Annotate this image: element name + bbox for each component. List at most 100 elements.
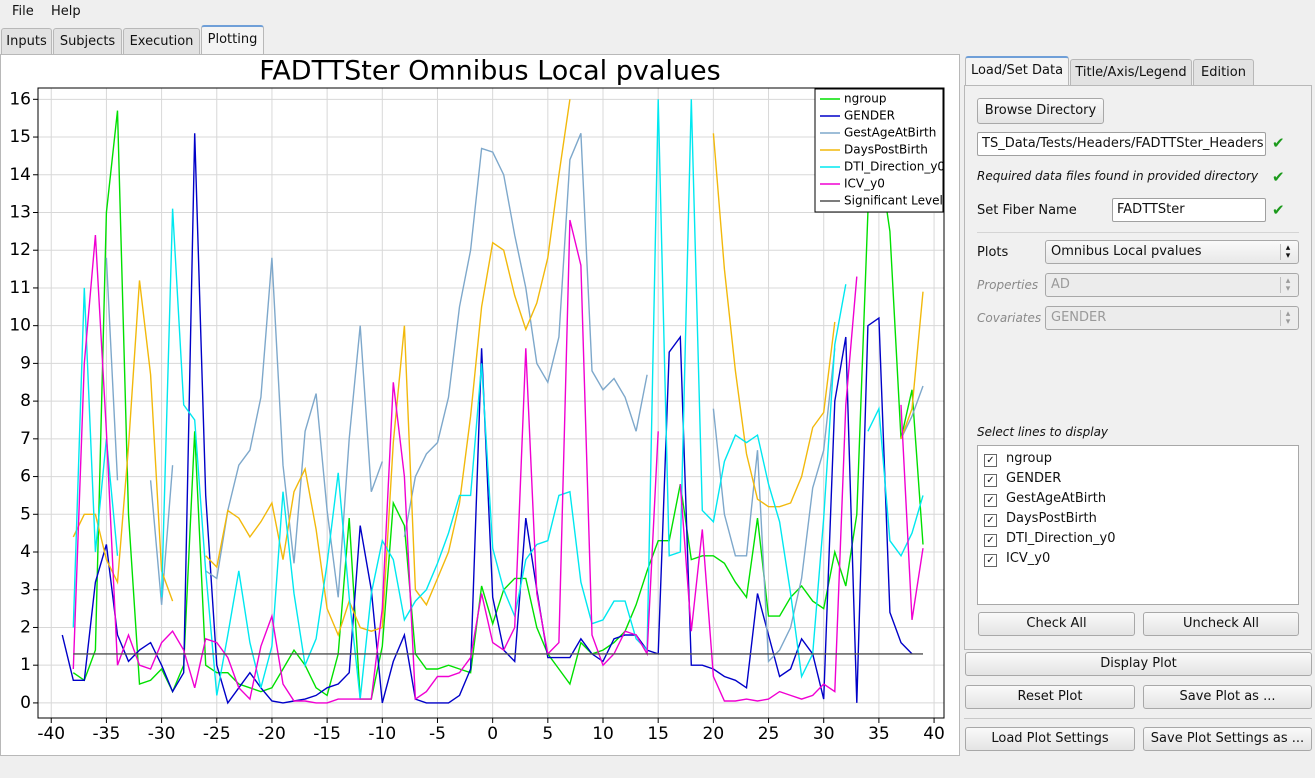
check-icon: ✔	[1272, 201, 1285, 219]
x-tick-label: 15	[647, 724, 669, 744]
y-tick-label: 10	[9, 316, 31, 336]
tab[interactable]: Inputs	[1, 28, 52, 54]
save-settings-button[interactable]: Save Plot Settings as ...	[1143, 727, 1312, 751]
x-tick-label: 40	[923, 724, 945, 744]
status-text: Required data files found in provided di…	[977, 169, 1259, 183]
y-tick-label: 9	[20, 353, 31, 373]
x-tick-label: 0	[487, 724, 498, 744]
display-plot-button[interactable]: Display Plot	[965, 652, 1312, 676]
checkbox[interactable]: ✓	[984, 454, 997, 467]
legend-label: Significant Level	[844, 194, 943, 208]
lines-label: Select lines to display	[977, 425, 1109, 439]
tab[interactable]: Execution	[123, 28, 200, 54]
tab-active[interactable]: Plotting	[201, 25, 264, 55]
x-tick-label: -30	[148, 724, 176, 744]
plots-label: Plots	[977, 245, 1009, 260]
line-name: DTI_Direction_y0	[1006, 531, 1116, 546]
directory-input[interactable]: TS_Data/Tests/Headers/FADTTSter_Headers	[977, 132, 1266, 156]
uncheck-all-button[interactable]: Uncheck All	[1143, 612, 1299, 636]
panel-tab-active[interactable]: Load/Set Data	[965, 56, 1069, 86]
legend-label: ICV_y0	[844, 177, 885, 191]
line-name: ngroup	[1006, 451, 1052, 466]
plot-frame	[37, 87, 945, 719]
separator	[977, 232, 1299, 233]
x-tick-label: 30	[813, 724, 835, 744]
y-tick-label: 13	[9, 202, 31, 222]
y-tick-label: 4	[20, 542, 31, 562]
reset-plot-button[interactable]: Reset Plot	[965, 685, 1135, 709]
y-tick-label: 12	[9, 240, 31, 260]
check-all-button[interactable]: Check All	[978, 612, 1135, 636]
panel-tab[interactable]: Title/Axis/Legend	[1070, 59, 1192, 85]
x-tick-label: -15	[313, 724, 341, 744]
series-line	[72, 110, 924, 700]
chart: FADTTSter Omnibus Local pvalues -40 -35 -3…	[9, 56, 945, 745]
properties-combo: AD ▴ ▾	[1045, 273, 1299, 297]
series-line	[61, 133, 913, 705]
series-line	[72, 99, 924, 638]
y-tick-label: 15	[9, 127, 31, 147]
line-checkbox[interactable]: ✓ ngroup	[984, 449, 1052, 469]
browse-button[interactable]: Browse Directory	[977, 98, 1104, 124]
check-icon: ✔	[1272, 134, 1285, 152]
tab[interactable]: Subjects	[53, 28, 122, 54]
line-checkbox[interactable]: ✓ ICV_y0	[984, 549, 1050, 569]
menu-help[interactable]: Help	[51, 4, 81, 19]
y-tick-label: 6	[20, 467, 31, 487]
y-tick-label: 11	[9, 278, 31, 298]
y-tick-label: 5	[20, 504, 31, 524]
load-settings-button[interactable]: Load Plot Settings	[965, 727, 1135, 751]
line-name: GestAgeAtBirth	[1006, 491, 1107, 506]
line-name: GENDER	[1006, 471, 1062, 486]
save-plot-button[interactable]: Save Plot as ...	[1143, 685, 1312, 709]
x-tick-label: -35	[93, 724, 121, 744]
checkbox[interactable]: ✓	[984, 514, 997, 527]
fiber-input[interactable]: FADTTSter	[1112, 198, 1266, 222]
x-tick-label: 20	[703, 724, 725, 744]
line-checkbox[interactable]: ✓ GestAgeAtBirth	[984, 489, 1106, 509]
x-tick-label: -25	[203, 724, 231, 744]
separator	[964, 718, 1312, 719]
x-tick-label: 35	[868, 724, 890, 744]
y-tick-label: 1	[20, 655, 31, 675]
series-line	[72, 219, 924, 704]
line-checkbox[interactable]: ✓ DTI_Direction_y0	[984, 529, 1115, 549]
x-tick-label: -20	[258, 724, 286, 744]
x-tick-label: -5	[429, 724, 446, 744]
panel-tab[interactable]: Edition	[1193, 59, 1254, 85]
x-tick-label: -10	[368, 724, 396, 744]
fiber-label: Set Fiber Name	[977, 203, 1077, 218]
x-tick-label: -40	[37, 724, 65, 744]
checkbox[interactable]: ✓	[984, 494, 997, 507]
lines-list: ✓ ngroup ✓ GENDER ✓ GestAgeAtBirth ✓ DaysPostBi…	[977, 445, 1299, 605]
menu-file[interactable]: File	[12, 4, 34, 19]
line-name: ICV_y0	[1006, 551, 1051, 566]
checkbox[interactable]: ✓	[984, 554, 997, 567]
checkbox[interactable]: ✓	[984, 534, 997, 547]
line-checkbox[interactable]: ✓ DaysPostBirth	[984, 509, 1097, 529]
combo-arrow: ▴ ▾	[1280, 310, 1295, 327]
covariates-combo: GENDER ▴ ▾	[1045, 306, 1299, 330]
plots-combo[interactable]: Omnibus Local pvalues ▴ ▾	[1045, 240, 1299, 264]
legend-label: ngroup	[844, 92, 886, 106]
x-tick-label: 25	[758, 724, 780, 744]
covariates-value: GENDER	[1051, 310, 1107, 325]
line-name: DaysPostBirth	[1006, 511, 1097, 526]
covariates-label: Covariates	[977, 311, 1042, 325]
y-tick-label: 3	[20, 580, 31, 600]
x-tick-label: 10	[592, 724, 614, 744]
line-checkbox[interactable]: ✓ GENDER	[984, 469, 1061, 489]
properties-label: Properties	[977, 278, 1039, 292]
y-tick-label: 14	[9, 165, 31, 185]
y-tick-label: 0	[20, 693, 31, 713]
series-line	[72, 99, 924, 700]
x-tick-label: 5	[542, 724, 553, 744]
checkbox[interactable]: ✓	[984, 474, 997, 487]
properties-value: AD	[1051, 277, 1070, 292]
plots-value: Omnibus Local pvalues	[1051, 244, 1202, 259]
series-line	[105, 133, 924, 664]
legend-label: GestAgeAtBirth	[844, 126, 936, 140]
check-icon: ✔	[1272, 168, 1285, 186]
y-tick-label: 8	[20, 391, 31, 411]
